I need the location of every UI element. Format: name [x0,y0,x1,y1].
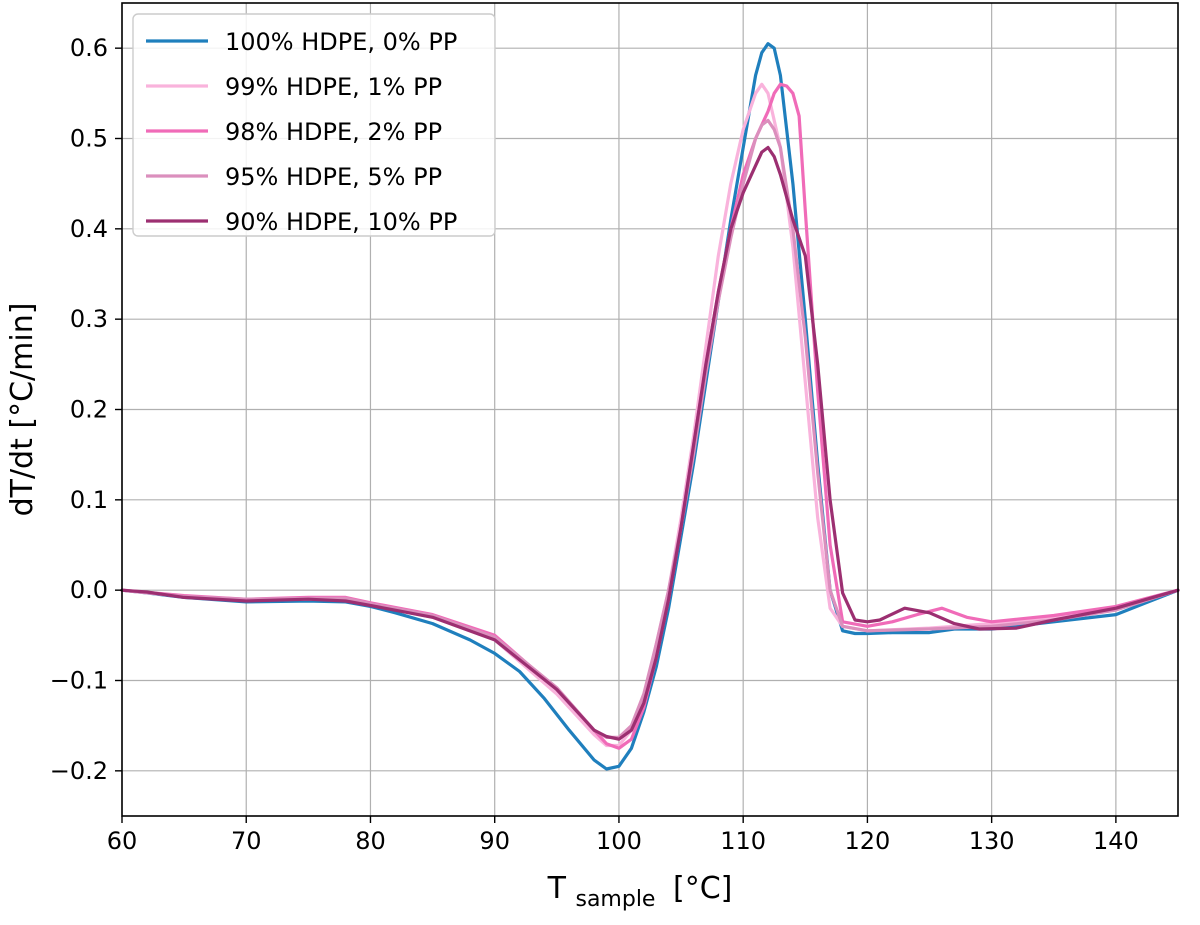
y-tick-label: −0.2 [50,757,108,785]
x-tick-label: 130 [969,827,1015,855]
x-tick-label: 120 [845,827,891,855]
legend-label: 99% HDPE, 1% PP [225,73,442,101]
x-axis-label: T sample [°C] [547,871,733,914]
x-axis-label-unit: [°C] [673,871,732,906]
series-line [120,145,1180,741]
y-axis-label: dT/dt [°C/min] [5,303,40,517]
y-tick-label: 0.6 [70,34,108,62]
x-tick-label: 60 [107,827,138,855]
x-tick-label: 100 [596,827,642,855]
legend: 100% HDPE, 0% PP 99% HDPE, 1% PP 98% HDPE,… [132,13,496,237]
ticks: 60 70 80 90 100 110 120 130 140 −0.2 −0.1 0.0 0.1 0.2… [50,34,1139,855]
legend-label: 100% HDPE, 0% PP [225,28,457,56]
y-tick-label: −0.1 [50,667,108,695]
x-tick-label: 110 [720,827,766,855]
series-group [120,42,1180,771]
y-tick-label: 0.3 [70,305,108,333]
x-tick-label: 70 [231,827,262,855]
y-tick-label: 0.0 [70,576,108,604]
x-axis-label-subscript: sample [575,887,655,912]
y-tick-label: 0.5 [70,125,108,153]
x-tick-label: 140 [1093,827,1139,855]
y-tick-label: 0.4 [70,215,108,243]
legend-label: 90% HDPE, 10% PP [225,208,457,236]
y-tick-label: 0.1 [70,486,108,514]
legend-label: 98% HDPE, 2% PP [225,118,442,146]
y-tick-label: 0.2 [70,396,108,424]
x-tick-label: 80 [355,827,386,855]
legend-label: 95% HDPE, 5% PP [225,163,442,191]
x-axis-label-main: T [547,871,567,906]
legend-box [132,13,496,237]
x-tick-label: 90 [479,827,510,855]
